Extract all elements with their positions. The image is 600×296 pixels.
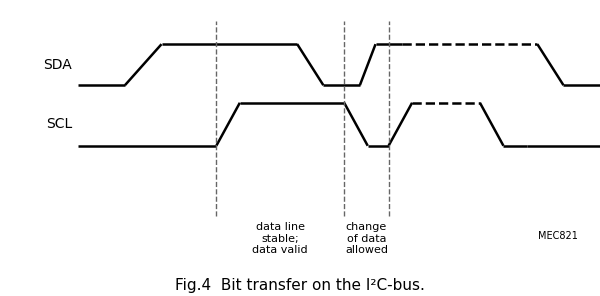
Text: SCL: SCL bbox=[46, 117, 72, 131]
Text: change
of data
allowed: change of data allowed bbox=[345, 222, 388, 255]
Text: data line
stable;
data valid: data line stable; data valid bbox=[253, 222, 308, 255]
Text: MEC821: MEC821 bbox=[538, 231, 578, 241]
Text: Fig.4  Bit transfer on the I²C-bus.: Fig.4 Bit transfer on the I²C-bus. bbox=[175, 278, 425, 293]
Text: SDA: SDA bbox=[43, 58, 72, 72]
